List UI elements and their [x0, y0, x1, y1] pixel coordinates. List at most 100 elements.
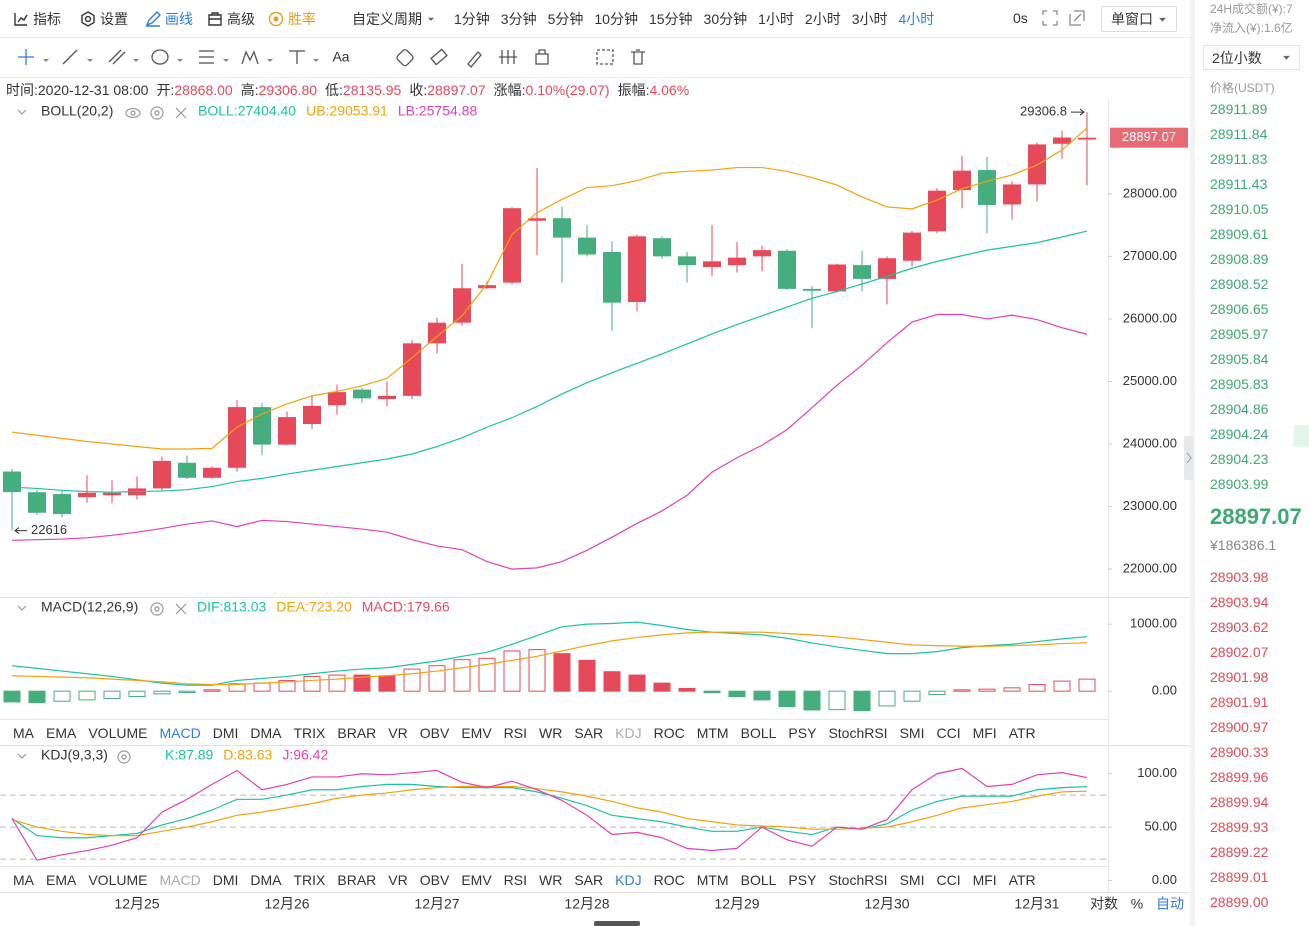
indicator-tab[interactable]: KDJ — [615, 871, 642, 888]
indicator-tab[interactable]: MTM — [696, 871, 729, 888]
indicator-tab[interactable]: EMA — [46, 871, 77, 888]
indicator-tab[interactable]: MACD — [159, 724, 201, 741]
indicator-tab[interactable]: BRAR — [337, 724, 377, 741]
indicator-tab[interactable]: VR — [388, 724, 408, 741]
popout-button[interactable] — [1069, 10, 1085, 26]
period-option[interactable]: 30分钟 — [703, 10, 748, 27]
indicator-tab[interactable]: BRAR — [337, 871, 377, 888]
win-rate-button[interactable]: 胜率 — [268, 0, 316, 37]
pattern-tool[interactable] — [241, 50, 259, 65]
collapse-icon[interactable] — [17, 753, 27, 759]
lock-tool[interactable] — [535, 49, 549, 65]
indicator-tab[interactable]: StochRSI — [828, 724, 888, 741]
indicator-tab[interactable]: PSY — [788, 871, 817, 888]
candle-tool[interactable] — [499, 50, 517, 64]
period-option[interactable]: 2小时 — [804, 10, 841, 27]
period-option[interactable]: 1分钟 — [454, 10, 490, 27]
dropdown-arrow[interactable] — [223, 59, 229, 62]
log-scale-toggle[interactable]: 对数 — [1090, 896, 1118, 912]
indicator-tab[interactable]: MTM — [696, 724, 729, 741]
settings-icon[interactable] — [117, 750, 131, 764]
indicator-tab[interactable]: DMA — [250, 724, 282, 741]
delete-tool[interactable] — [631, 49, 645, 65]
indicator-tab[interactable]: KDJ — [615, 724, 642, 741]
indicator-tab[interactable]: ATR — [1008, 871, 1036, 888]
indicator-tab[interactable]: SMI — [899, 724, 925, 741]
collapse-handle[interactable] — [1184, 436, 1193, 480]
indicator-tab[interactable]: DMI — [212, 724, 239, 741]
indicator-tab[interactable]: SMI — [899, 871, 925, 888]
indicator-tab[interactable]: BOLL — [740, 871, 777, 888]
parallel-tool[interactable] — [108, 49, 126, 65]
period-option[interactable]: 3分钟 — [500, 10, 537, 27]
eraser-tool[interactable] — [430, 48, 448, 66]
indicator-tab[interactable]: EMV — [461, 871, 492, 888]
indicator-button[interactable]: 指标 — [13, 0, 61, 37]
precision-select[interactable]: 2位小数 — [1203, 45, 1300, 70]
dropdown-arrow[interactable] — [87, 59, 93, 62]
indicator-tab[interactable]: RSI — [503, 724, 528, 741]
period-option[interactable]: 1小时 — [758, 10, 794, 27]
auto-scale-toggle[interactable]: 自动 — [1156, 896, 1184, 912]
collapse-icon[interactable] — [17, 605, 27, 611]
shape-tool[interactable] — [151, 49, 169, 65]
indicator-tab[interactable]: RSI — [503, 871, 528, 888]
period-option[interactable]: 3小时 — [851, 10, 888, 27]
indicator-tab[interactable]: DMI — [212, 871, 239, 888]
indicator-tab[interactable]: OBV — [419, 871, 450, 888]
indicator-tab[interactable]: ROC — [653, 871, 685, 888]
indicator-tab[interactable]: PSY — [788, 724, 817, 741]
crosshair-tool[interactable] — [18, 49, 34, 65]
indicator-tab[interactable]: MA — [13, 724, 34, 741]
text-tool[interactable]: Aa — [332, 49, 349, 65]
magnet-tool[interactable] — [396, 49, 414, 67]
indicator-tab[interactable]: VR — [388, 871, 408, 888]
close-icon[interactable] — [175, 107, 187, 119]
indicator-tab[interactable]: MFI — [972, 724, 997, 741]
fib-tool[interactable] — [199, 50, 214, 64]
period-option[interactable]: 10分钟 — [594, 10, 638, 27]
close-icon[interactable] — [175, 603, 187, 615]
indicator-tab[interactable]: CCI — [936, 724, 961, 741]
indicator-tab[interactable]: VOLUME — [88, 871, 148, 888]
measure-tool[interactable] — [289, 50, 305, 64]
period-option[interactable]: 5分钟 — [547, 10, 584, 27]
hide-tool[interactable] — [596, 49, 614, 65]
indicator-tab[interactable]: OBV — [419, 724, 450, 741]
scroll-thumb[interactable] — [594, 921, 640, 926]
dropdown-arrow[interactable] — [267, 59, 273, 62]
indicator-tab[interactable]: DMA — [250, 871, 282, 888]
pen-tool[interactable] — [467, 51, 482, 68]
dropdown-arrow[interactable] — [313, 59, 319, 62]
percent-toggle[interactable]: % — [1131, 896, 1143, 912]
period-option[interactable]: 15分钟 — [648, 10, 693, 27]
indicator-tab[interactable]: MA — [13, 871, 34, 888]
indicator-tab[interactable]: MFI — [972, 871, 997, 888]
draw-button[interactable]: 画线 — [145, 0, 193, 37]
indicator-tab[interactable]: ROC — [653, 724, 685, 741]
fullscreen-button[interactable] — [1042, 10, 1058, 26]
period-option[interactable]: 4小时 — [898, 10, 935, 27]
indicator-tab[interactable]: MACD — [159, 871, 201, 888]
indicator-tab[interactable]: StochRSI — [828, 871, 888, 888]
advanced-button[interactable]: 高级 — [207, 0, 255, 37]
settings-icon[interactable] — [150, 602, 164, 616]
indicator-tab[interactable]: TRIX — [293, 871, 326, 888]
indicator-tab[interactable]: VOLUME — [88, 724, 148, 741]
collapse-icon[interactable] — [17, 109, 27, 115]
settings-icon[interactable] — [150, 106, 164, 120]
window-mode-select[interactable]: 单窗口 — [1101, 6, 1177, 32]
eye-icon[interactable] — [125, 107, 141, 119]
indicator-tab[interactable]: SAR — [574, 724, 604, 741]
dropdown-arrow[interactable] — [133, 59, 139, 62]
indicator-tab[interactable]: WR — [539, 871, 563, 888]
indicator-tab[interactable]: CCI — [936, 871, 961, 888]
indicator-tab[interactable]: WR — [539, 724, 563, 741]
indicator-tab[interactable]: TRIX — [293, 724, 326, 741]
indicator-tab[interactable]: EMA — [46, 724, 77, 741]
dropdown-arrow[interactable] — [177, 59, 183, 62]
custom-period[interactable]: 自定义周期 — [352, 0, 436, 37]
indicator-tab[interactable]: SAR — [574, 871, 604, 888]
indicator-tab[interactable]: ATR — [1008, 724, 1036, 741]
line-tool[interactable] — [62, 49, 78, 65]
